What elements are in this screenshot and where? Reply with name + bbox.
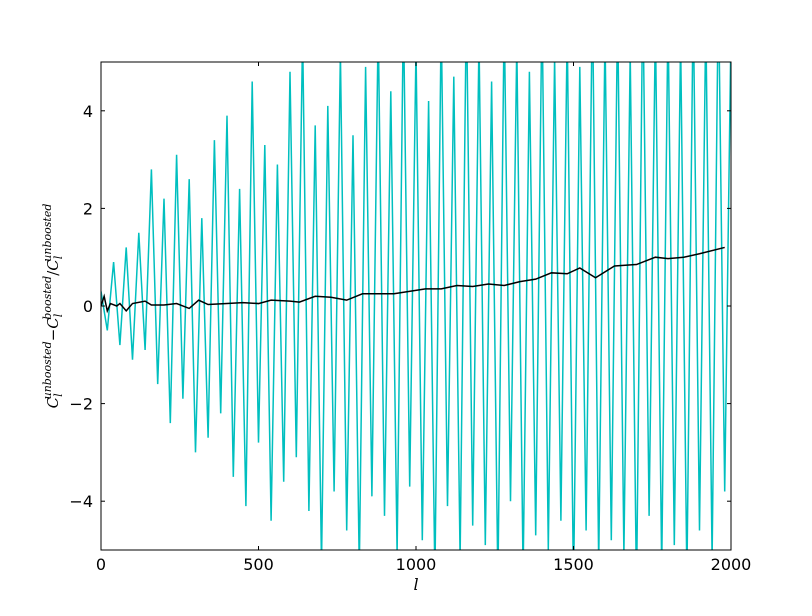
y-tick-label: 2 <box>83 199 93 218</box>
x-tick-label: 2000 <box>711 555 752 574</box>
y-axis-label-part: unboosted <box>41 204 54 262</box>
y-axis-label: Clunboosted−Clboosted/Clunboosted <box>41 204 65 409</box>
mean-line <box>101 246 725 314</box>
plot-area <box>101 62 731 550</box>
y-axis-label-part: boosted <box>41 276 54 320</box>
y-tick-label: −2 <box>69 395 93 414</box>
y-tick-label: −4 <box>69 492 93 511</box>
y-axis-label-part: − <box>44 329 62 342</box>
y-tick-label: 0 <box>83 297 93 316</box>
x-tick-label: 500 <box>243 555 274 574</box>
y-axis-label-part: / <box>44 270 62 276</box>
y-axis-label-part: C <box>44 259 62 271</box>
noise-line <box>101 62 731 550</box>
x-tick-label: 1000 <box>396 555 437 574</box>
x-tick-label: 0 <box>96 555 106 574</box>
x-tick-label: 1500 <box>553 555 594 574</box>
y-axis-label-part: C <box>44 396 62 408</box>
y-tick-label: 4 <box>83 102 93 121</box>
x-axis-label: l <box>413 575 418 594</box>
y-axis-label-part: l <box>52 255 65 259</box>
y-axis-label-part: unboosted <box>41 341 54 399</box>
y-axis-label-part: C <box>44 317 62 329</box>
y-axis-label-part: l <box>52 313 65 317</box>
y-axis-label-part: l <box>52 393 65 397</box>
